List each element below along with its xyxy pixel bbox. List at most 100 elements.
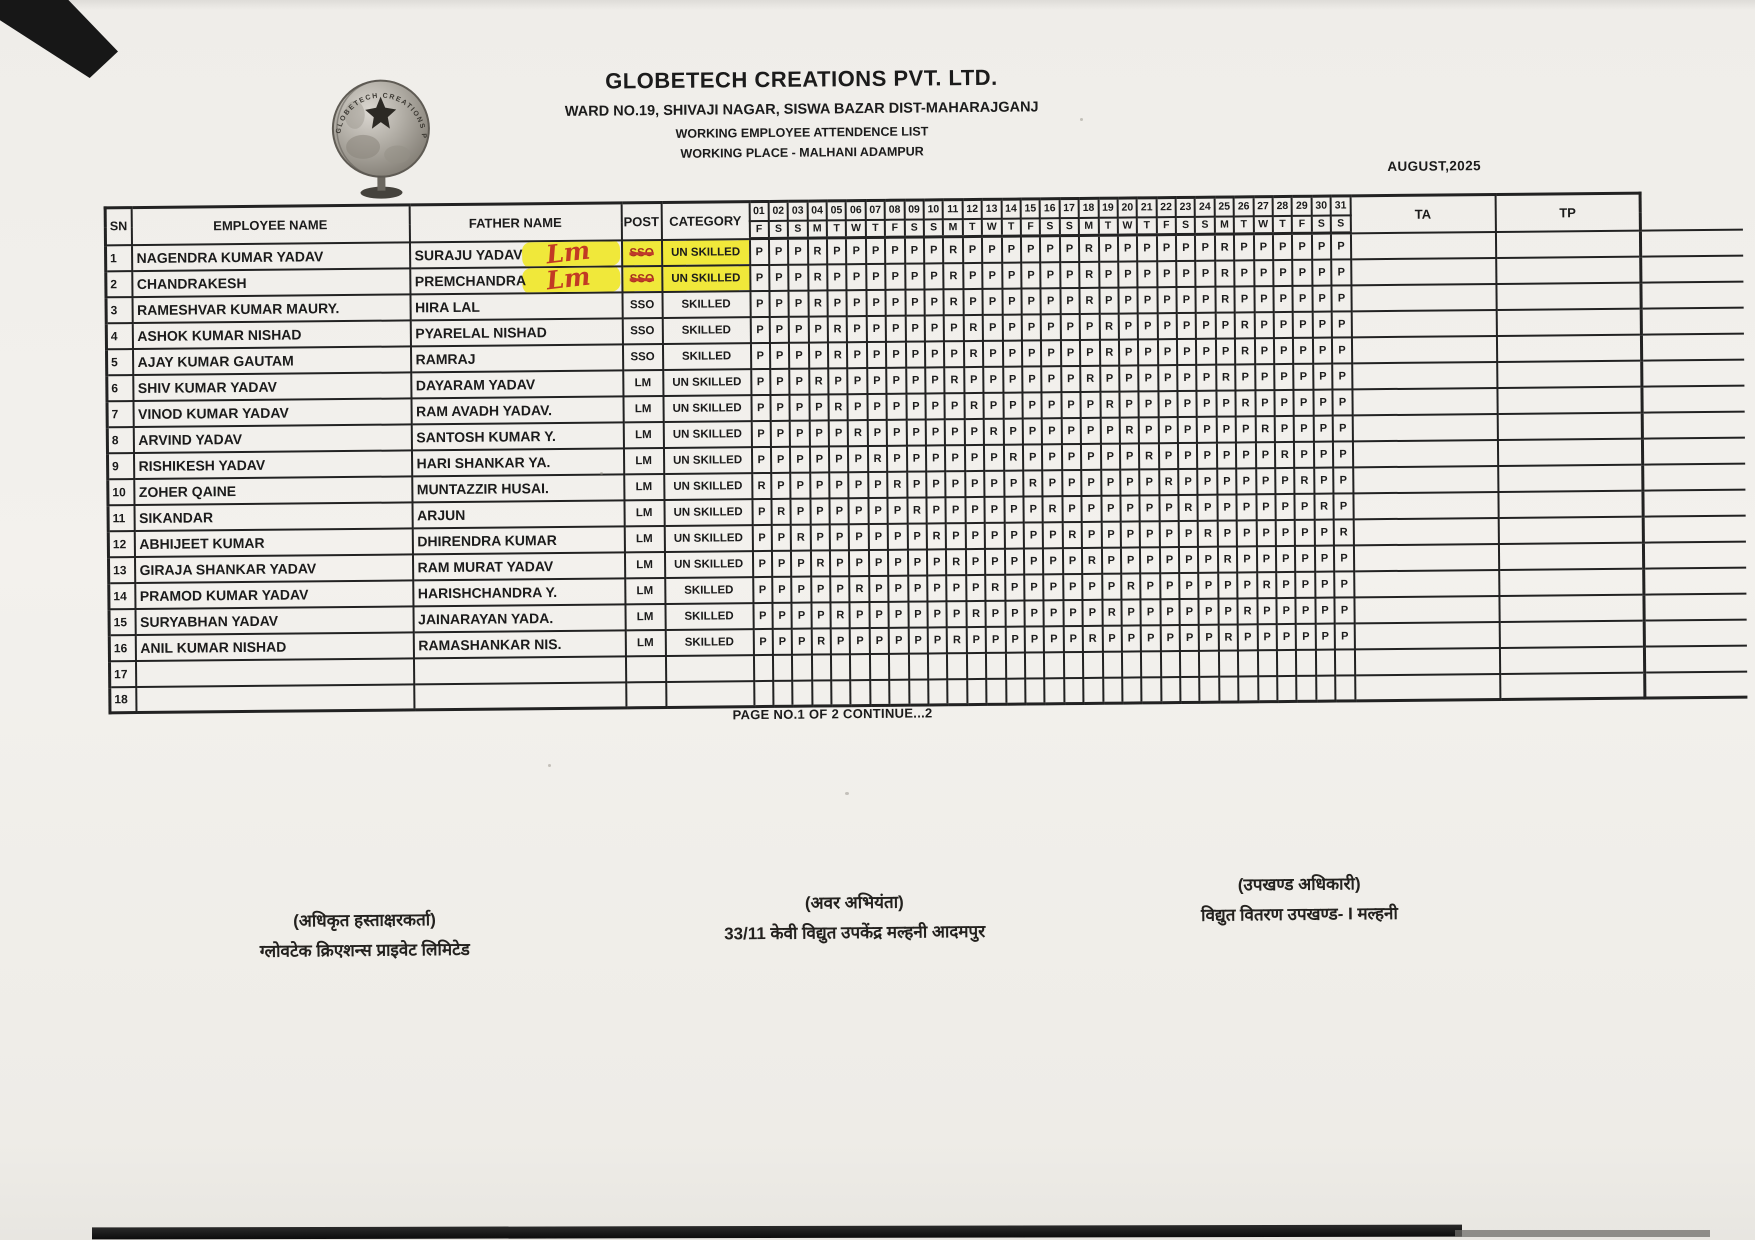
sn-cell: 17 <box>109 660 136 687</box>
sn-cell: 10 <box>107 478 134 505</box>
attendance-cell: P <box>1044 625 1064 652</box>
attendance-cell: P <box>1042 417 1062 444</box>
day-number-header: 21 <box>1136 197 1157 217</box>
attendance-cell: P <box>924 340 945 367</box>
attendance-cell: P <box>983 366 1004 393</box>
attendance-cell: P <box>1041 391 1062 418</box>
table-margin-filler <box>1640 192 1743 231</box>
attendance-cell: P <box>1216 441 1237 469</box>
day-letter-header: W <box>846 219 866 238</box>
tp-cell <box>1495 230 1641 258</box>
attendance-cell: P <box>1274 389 1295 416</box>
attendance-cell: P <box>1156 234 1177 261</box>
attendance-cell: P <box>789 368 810 395</box>
post-text: LM <box>634 428 652 441</box>
attendance-cell: P <box>1255 467 1276 494</box>
attendance-cell: P <box>1312 259 1332 286</box>
scan-speck <box>845 792 849 795</box>
post-cell: SSO <box>621 291 663 318</box>
attendance-cell: P <box>1176 286 1197 313</box>
attendance-cell: P <box>827 237 847 264</box>
father-name-text: RAMRAJ <box>415 350 476 367</box>
attendance-cell <box>1063 651 1084 678</box>
scan-speck <box>1080 118 1083 121</box>
post-cell: LM <box>623 447 664 474</box>
attendance-cell: P <box>1024 625 1045 653</box>
attendance-cell: P <box>885 289 906 316</box>
attendance-cell: P <box>906 392 926 420</box>
post-text: SSO <box>629 246 654 259</box>
attendance-cell: P <box>1062 495 1082 522</box>
attendance-table-body: 1 NAGENDRA KUMAR YADAV SURAJU YADAV Lm S… <box>105 229 1748 713</box>
attendance-cell: P <box>982 236 1002 263</box>
attendance-cell: P <box>1060 313 1081 340</box>
category-cell: UN SKILLED <box>662 368 751 396</box>
ta-cell <box>1351 361 1498 389</box>
attendance-cell: P <box>1021 261 1041 289</box>
attendance-cell: R <box>1062 521 1083 548</box>
signature-block-authorized: (अधिकृत हस्ताक्षरकर्ता) ग्लोवटेक क्रिएशन… <box>164 906 564 963</box>
row-margin-filler <box>1640 255 1744 283</box>
attendance-cell: R <box>943 288 964 315</box>
attendance-cell: P <box>904 262 925 290</box>
post-cell: SSO <box>621 239 662 266</box>
attendance-cell: P <box>1295 597 1316 624</box>
category-cell: UN SKILLED <box>662 394 752 422</box>
sn-cell: 6 <box>106 374 133 401</box>
attendance-cell: P <box>1334 622 1355 650</box>
attendance-cell: P <box>1292 233 1313 260</box>
attendance-cell: P <box>926 548 947 575</box>
signature-block-junior-engineer: (अवर अभियंता) 33/11 केवी विद्युत उपकेंद्… <box>644 888 1064 945</box>
attendance-cell: P <box>1002 340 1023 367</box>
attendance-cell: P <box>752 576 773 603</box>
ta-cell <box>1351 309 1497 337</box>
attendance-cell <box>1024 651 1045 679</box>
attendance-cell <box>1238 675 1259 702</box>
category-cell: SKILLED <box>664 576 753 604</box>
post-cell: SSO <box>622 317 663 344</box>
attendance-cell: P <box>1195 234 1216 261</box>
attendance-cell: P <box>1293 389 1314 416</box>
scan-bottom-edge-artifact-2 <box>1455 1230 1710 1237</box>
attendance-cell: R <box>828 393 849 420</box>
attendance-cell: P <box>827 263 847 290</box>
attendance-cell <box>850 679 871 706</box>
attendance-cell: P <box>1312 337 1333 364</box>
day-letter-header: F <box>885 219 905 238</box>
attendance-cell: R <box>943 262 964 289</box>
attendance-cell: P <box>1120 494 1141 522</box>
attendance-cell: P <box>1159 546 1180 573</box>
tp-cell <box>1498 568 1645 596</box>
attendance-cell: P <box>983 392 1004 419</box>
attendance-cell: P <box>1080 391 1101 418</box>
ta-cell <box>1353 569 1500 597</box>
attendance-cell: P <box>1060 365 1081 392</box>
attendance-cell: P <box>1295 571 1316 598</box>
attendance-cell: P <box>1137 286 1158 313</box>
attendance-cell: P <box>1140 598 1161 625</box>
attendance-cell: P <box>1102 625 1122 652</box>
attendance-cell: P <box>752 602 773 629</box>
post-cell: LM <box>625 629 666 656</box>
day-letter-header: W <box>981 218 1002 237</box>
attendance-cell <box>889 653 909 680</box>
sn-cell: 4 <box>106 322 133 349</box>
attendance-cell: P <box>1331 258 1352 286</box>
attendance-cell: P <box>847 341 868 368</box>
day-number-header: 15 <box>1020 198 1041 219</box>
attendance-cell <box>1141 650 1161 677</box>
attendance-cell: P <box>850 627 870 654</box>
attendance-cell: P <box>1062 573 1083 600</box>
sn-cell: 18 <box>109 686 136 713</box>
attendance-cell <box>831 653 851 680</box>
attendance-cell: P <box>752 550 773 577</box>
attendance-cell: P <box>1257 623 1277 650</box>
attendance-cell: P <box>964 366 984 393</box>
attendance-cell: R <box>1235 389 1256 416</box>
day-letter-header: M <box>807 219 828 239</box>
attendance-cell: P <box>1061 469 1082 496</box>
attendance-cell: P <box>1005 626 1025 653</box>
attendance-cell: P <box>1253 233 1274 260</box>
attendance-cell: P <box>1119 390 1140 418</box>
attendance-cell: P <box>906 418 926 446</box>
